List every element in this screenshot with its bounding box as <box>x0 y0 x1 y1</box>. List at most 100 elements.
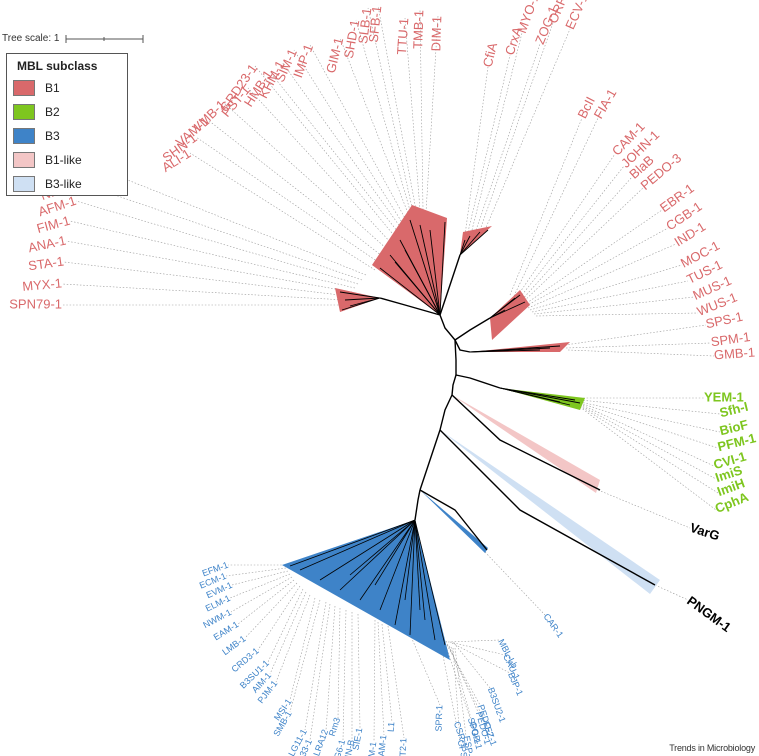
leaf-guide-line <box>229 573 291 599</box>
leaf-label-b1: SFB-1 <box>366 5 385 43</box>
leaf-guide-line <box>446 644 481 706</box>
leaf-guide-line <box>69 220 356 289</box>
legend-swatch-b1 <box>13 80 35 96</box>
leaf-guide-line <box>484 551 546 616</box>
tree-branch <box>404 519 416 601</box>
leaf-guide-line <box>381 623 393 723</box>
leaf-label-b3: BJP-1 <box>506 671 525 697</box>
leaf-guide-line <box>269 71 399 233</box>
leaf-label-b2: YEM-1 <box>704 389 744 404</box>
tree-branches <box>289 219 656 646</box>
leaf-guide-line <box>269 591 307 675</box>
leaf-guide-line <box>471 32 523 231</box>
clade-b3-like <box>440 430 660 594</box>
leaf-label-b3: ESP-1 <box>462 735 476 756</box>
leaf-guide-lines <box>61 5 721 743</box>
leaf-label-b1-like: VarG <box>688 520 722 544</box>
tree-branch <box>439 221 446 316</box>
leaf-label-b1: TMB-1 <box>410 10 426 49</box>
tree-branch <box>394 261 441 316</box>
tree-branch <box>469 349 541 353</box>
leaf-label-b2: Sfh-I <box>718 399 750 421</box>
leaf-guide-line <box>509 117 583 296</box>
tree-scale-label: Tree scale: 1 <box>2 33 60 44</box>
leaf-guide-line <box>337 607 341 719</box>
leaf-guide-line <box>339 37 410 217</box>
leaf-guide-line <box>355 19 412 215</box>
leaf-label-b1: SLB-1 <box>355 7 374 45</box>
tree-branch <box>349 519 416 576</box>
leaf-guide-line <box>443 639 471 719</box>
leaf-label-b1: MYX-1 <box>22 275 63 293</box>
leaf-guide-line <box>523 209 663 306</box>
tree-branch <box>414 519 436 641</box>
leaf-guide-line <box>309 44 407 221</box>
leaf-guide-line <box>567 349 715 357</box>
tree-branch <box>439 429 656 586</box>
leaf-guide-line <box>452 647 461 741</box>
leaf-guide-line <box>448 645 479 713</box>
leaf-guide-line <box>533 296 695 315</box>
tree-branch <box>439 394 453 431</box>
tree-branch <box>489 309 506 319</box>
leaf-guide-line <box>293 49 404 225</box>
leaf-label-b1: DIM-1 <box>428 16 444 52</box>
leaf-guide-line <box>254 65 397 239</box>
leaf-guide-line <box>65 240 353 293</box>
leaf-label-b1: STA-1 <box>27 254 65 274</box>
leaf-guide-line <box>289 597 316 701</box>
clade-b1-like <box>452 395 600 493</box>
leaf-label-b3: CPS-1 <box>456 739 471 756</box>
tree-branch <box>454 339 471 353</box>
leaf-guide-line <box>404 17 421 211</box>
tree-branch <box>414 519 426 621</box>
leaf-label-b3: SIE-1 <box>351 727 365 751</box>
tree-branch <box>409 219 441 316</box>
legend-swatch-b2 <box>13 104 35 120</box>
leaf-label-b1: SHD-1 <box>341 19 363 60</box>
tree-branch <box>414 489 421 521</box>
tree-branch <box>499 387 581 404</box>
clade-b1-vim <box>335 288 380 312</box>
leaf-guide-line <box>654 584 689 601</box>
leaf-guide-line <box>419 9 424 211</box>
tree-branch <box>459 231 481 256</box>
leaf-label-b3: CAR-1 <box>541 612 565 640</box>
leaf-guide-line <box>565 342 712 349</box>
leaf-guide-line <box>579 404 717 480</box>
leaf-guide-line <box>579 401 721 433</box>
tree-branch <box>379 267 441 316</box>
leaf-guide-line <box>517 165 625 301</box>
legend-title: MBL subclass <box>17 59 98 73</box>
leaf-guide-line <box>579 402 719 449</box>
leaf-guide-line <box>527 243 677 309</box>
leaf-label-b1: SPN79-1 <box>9 296 62 311</box>
tree-branch <box>439 314 456 341</box>
leaf-guide-line <box>519 176 633 303</box>
tree-branch <box>414 519 446 646</box>
leaf-guide-line <box>521 187 644 304</box>
leaf-guide-line <box>244 582 298 639</box>
leaf-guide-line <box>529 264 683 311</box>
leaf-guide-line <box>75 200 359 285</box>
leaf-guide-line <box>63 261 349 297</box>
tree-branch <box>499 387 561 403</box>
leaf-guide-line <box>479 22 554 231</box>
leaf-guide-line <box>525 227 669 307</box>
leaf-guide-line <box>304 601 327 731</box>
legend-swatch-b3-like <box>13 176 35 192</box>
tree-branch <box>299 519 416 571</box>
leaf-guide-line <box>257 585 301 651</box>
leaf-label-b3: Rm3 <box>327 716 342 737</box>
tree-branch <box>379 519 416 611</box>
leaf-guide-line <box>61 283 346 301</box>
tree-branch <box>459 235 471 256</box>
leaf-guide-line <box>597 489 691 529</box>
leaf-guide-line <box>230 576 293 613</box>
legend: MBL subclass B1 B2 B3 B1-like B3-like <box>6 53 128 196</box>
leaf-label-b3-like: PNGM-1 <box>684 593 734 635</box>
leaf-guide-line <box>484 28 571 231</box>
leaf-guide-line <box>225 567 287 577</box>
leaf-guide-line <box>247 87 393 245</box>
